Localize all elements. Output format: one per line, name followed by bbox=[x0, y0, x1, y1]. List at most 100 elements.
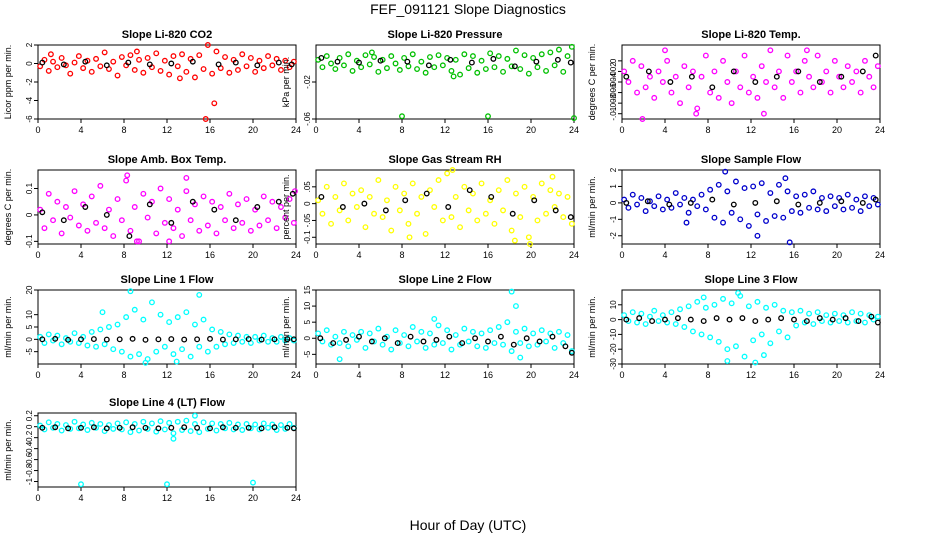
data-point bbox=[290, 219, 297, 226]
data-point bbox=[651, 307, 658, 314]
data-point bbox=[62, 204, 69, 210]
data-point bbox=[797, 307, 804, 314]
reference-point bbox=[709, 84, 716, 91]
chart-title: Slope Amb. Box Temp. bbox=[108, 154, 227, 166]
data-point bbox=[213, 343, 220, 350]
data-point bbox=[866, 203, 873, 210]
reference-point bbox=[275, 198, 282, 205]
reference-point bbox=[168, 336, 175, 343]
reference-point bbox=[65, 336, 72, 343]
data-point bbox=[260, 193, 267, 200]
reference-point bbox=[232, 59, 239, 66]
data-point bbox=[234, 67, 241, 73]
data-point bbox=[831, 57, 838, 64]
data-point bbox=[655, 318, 662, 325]
data-point bbox=[170, 225, 177, 232]
reference-point bbox=[713, 315, 720, 322]
data-point bbox=[67, 70, 74, 77]
data-point bbox=[362, 344, 369, 351]
data-point bbox=[105, 206, 112, 213]
reference-point bbox=[562, 343, 569, 350]
y-tick-label: -2 bbox=[25, 78, 34, 86]
data-point bbox=[857, 89, 864, 96]
data-point bbox=[392, 60, 399, 67]
data-point bbox=[148, 420, 155, 427]
data-point bbox=[170, 430, 177, 437]
data-point bbox=[123, 314, 130, 321]
data-point bbox=[568, 43, 575, 50]
data-point bbox=[844, 191, 851, 198]
data-point bbox=[392, 327, 399, 334]
data-point bbox=[664, 57, 671, 64]
x-tick-label: 4 bbox=[78, 125, 83, 135]
data-point bbox=[642, 321, 649, 327]
x-tick-label: 8 bbox=[705, 250, 710, 260]
reference-point bbox=[842, 315, 849, 322]
reference-point bbox=[39, 209, 46, 216]
reference-point bbox=[859, 68, 866, 75]
data-point bbox=[474, 69, 481, 76]
data-point bbox=[702, 52, 709, 59]
reference-point bbox=[554, 56, 561, 63]
data-point bbox=[252, 68, 259, 75]
reference-point bbox=[189, 58, 196, 65]
data-point bbox=[153, 50, 160, 57]
data-point bbox=[491, 220, 498, 227]
reference-point bbox=[420, 338, 427, 345]
data-point bbox=[114, 321, 121, 328]
reference-point bbox=[838, 73, 845, 80]
data-point bbox=[500, 68, 506, 75]
data-point bbox=[823, 68, 830, 75]
reference-point bbox=[568, 349, 575, 356]
y-tick-label: 0 bbox=[25, 424, 34, 429]
data-point bbox=[720, 219, 726, 226]
x-tick-label: 20 bbox=[526, 125, 536, 135]
reference-point bbox=[874, 319, 881, 326]
reference-point bbox=[536, 338, 543, 345]
data-point bbox=[508, 348, 515, 355]
data-point bbox=[161, 343, 168, 350]
data-point bbox=[551, 62, 558, 69]
data-point bbox=[362, 52, 369, 59]
x-tick-label: 24 bbox=[875, 125, 885, 135]
data-point bbox=[754, 211, 761, 218]
data-point bbox=[474, 217, 481, 224]
data-point bbox=[487, 50, 494, 57]
data-point bbox=[461, 325, 468, 332]
reference-point bbox=[284, 424, 291, 431]
y-tick-label: 2 bbox=[25, 42, 34, 47]
data-point bbox=[711, 214, 718, 221]
data-point bbox=[422, 344, 429, 351]
data-point bbox=[556, 190, 562, 197]
data-point bbox=[521, 183, 528, 190]
data-point bbox=[88, 419, 95, 426]
x-tick-label: 20 bbox=[248, 250, 258, 260]
data-point bbox=[217, 204, 224, 210]
x-tick-label: 12 bbox=[162, 493, 172, 503]
data-point bbox=[358, 64, 365, 71]
data-point bbox=[568, 220, 575, 227]
data-point bbox=[345, 343, 352, 350]
data-point bbox=[478, 57, 485, 64]
x-tick-label: 12 bbox=[440, 125, 450, 135]
data-point bbox=[375, 177, 382, 184]
data-point bbox=[625, 204, 632, 211]
reference-point bbox=[778, 315, 785, 322]
reference-point bbox=[155, 425, 162, 432]
data-point bbox=[801, 57, 808, 64]
y-tick-label: -.06 bbox=[303, 112, 312, 126]
data-point bbox=[763, 79, 769, 85]
data-point bbox=[461, 183, 468, 190]
data-point bbox=[341, 62, 347, 69]
y-tick-label: -1 bbox=[609, 215, 618, 223]
data-point bbox=[200, 66, 207, 72]
x-tick-label: 16 bbox=[205, 370, 215, 380]
data-point bbox=[728, 100, 735, 107]
x-tick-label: 20 bbox=[248, 125, 258, 135]
data-point bbox=[711, 301, 718, 308]
data-point bbox=[715, 338, 722, 345]
data-point bbox=[478, 330, 485, 337]
data-point bbox=[638, 63, 645, 70]
data-point bbox=[862, 193, 868, 200]
data-point bbox=[741, 185, 748, 192]
